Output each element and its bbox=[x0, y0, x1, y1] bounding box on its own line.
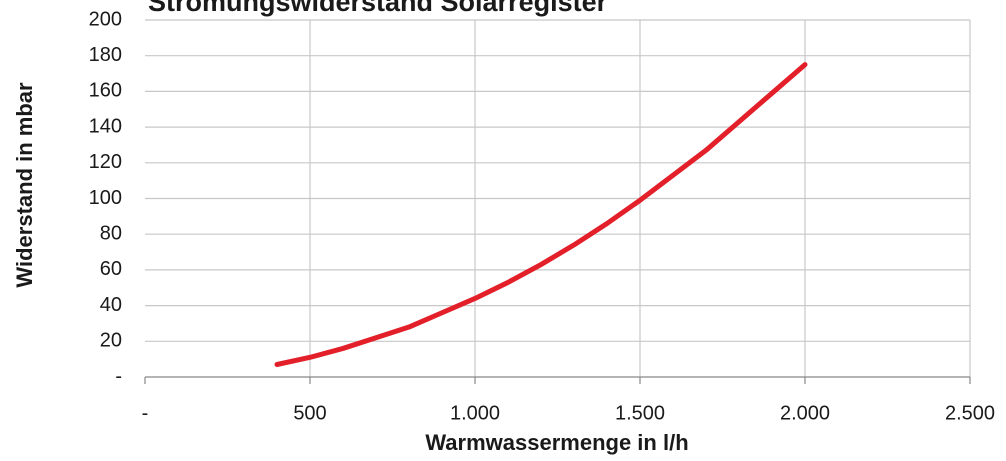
x-tick-label: 2.000 bbox=[780, 402, 830, 424]
y-tick-label: 180 bbox=[89, 44, 122, 66]
y-tick-label: 40 bbox=[100, 294, 122, 316]
y-tick-label: 160 bbox=[89, 80, 122, 102]
y-tick-label: 80 bbox=[100, 222, 122, 244]
line bbox=[274, 62, 808, 368]
x-tick-label: 500 bbox=[293, 402, 326, 424]
x-tick-label: - bbox=[142, 402, 149, 424]
y-axis-label: Widerstand in mbar bbox=[12, 82, 37, 288]
x-tick-label: 1.000 bbox=[450, 402, 500, 424]
y-tick-label: 140 bbox=[89, 115, 122, 137]
x-axis-label: Warmwassermenge in l/h bbox=[425, 430, 688, 455]
y-tick-label: 20 bbox=[100, 330, 122, 352]
y-tick-label: - bbox=[115, 365, 122, 387]
y-tick-label: 60 bbox=[100, 258, 122, 280]
x-tick-label: 2.500 bbox=[945, 402, 995, 424]
y-tick-label: 120 bbox=[89, 151, 122, 173]
y-tick-label: 100 bbox=[89, 187, 122, 209]
chart-title: Strömungswiderstand Solarregister bbox=[148, 0, 608, 17]
y-tick-label: 200 bbox=[89, 8, 122, 30]
x-tick-label: 1.500 bbox=[615, 402, 665, 424]
